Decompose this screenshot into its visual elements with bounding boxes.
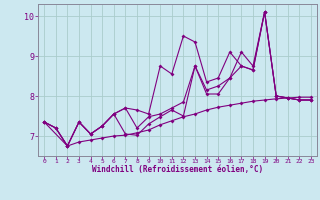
X-axis label: Windchill (Refroidissement éolien,°C): Windchill (Refroidissement éolien,°C): [92, 165, 263, 174]
